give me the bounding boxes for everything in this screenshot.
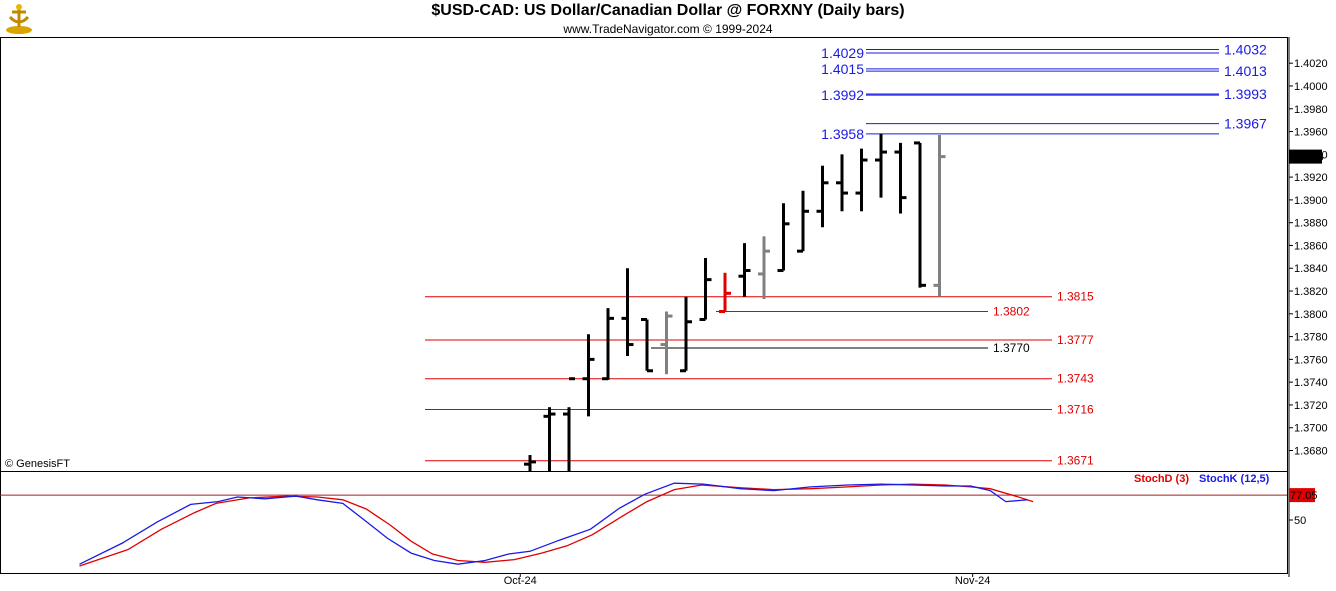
- ohlc-bar: [543, 407, 556, 471]
- tradenavigator-logo: [4, 3, 34, 35]
- ohlc-bar: [680, 296, 692, 373]
- ohlc-bar: [563, 377, 575, 471]
- price-tick-label: 1.4020: [1294, 58, 1328, 70]
- chart-frame: [0, 37, 1290, 577]
- time-tick-label: Oct-24: [504, 575, 537, 587]
- stochk-legend: StochK (12,5): [1199, 473, 1270, 485]
- price-tick-label: 1.3760: [1294, 354, 1328, 366]
- stoch-value-label: 77.05: [1290, 490, 1318, 502]
- last-price-box: [1289, 149, 1322, 164]
- price-axis: 1.40201.40001.39801.39601.39401.39201.39…: [1289, 58, 1328, 457]
- time-tick-label: Nov-24: [955, 575, 990, 587]
- ohlc-bar: [758, 236, 770, 299]
- level-left-label: 1.3992: [821, 87, 864, 103]
- stochd-line: [79, 483, 1034, 567]
- ohlc-bar: [836, 154, 848, 212]
- price-tick-label: 1.3780: [1294, 332, 1328, 344]
- price-tick-label: 1.3880: [1294, 218, 1328, 230]
- price-tick-label: 1.3680: [1294, 445, 1328, 457]
- level-label: 1.3802: [993, 305, 1030, 319]
- ohlc-bar: [914, 141, 926, 288]
- price-tick-label: 1.3720: [1294, 400, 1328, 412]
- ohlc-bar: [602, 308, 614, 381]
- level-label: 1.4032: [1224, 42, 1267, 58]
- chart-subtitle: www.TradeNavigator.com © 1999-2024: [563, 22, 773, 36]
- ohlc-bar: [894, 142, 907, 214]
- level-label: 1.3671: [1057, 454, 1094, 468]
- ohlc-bar: [524, 455, 536, 471]
- price-tick-label: 1.3980: [1294, 104, 1328, 116]
- ohlc-bar: [582, 334, 595, 417]
- price-tick-label: 1.4000: [1294, 81, 1328, 93]
- ohlc-bar: [855, 148, 868, 212]
- ohlc-bar: [816, 165, 829, 228]
- price-tick-label: 1.3840: [1294, 263, 1328, 275]
- plot-border: [0, 37, 1288, 574]
- level-left-label: 1.3958: [821, 126, 864, 142]
- level-label: 1.3743: [1057, 372, 1094, 386]
- ohlc-bar: [777, 203, 790, 273]
- price-tick-label: 1.3820: [1294, 286, 1328, 298]
- copyright-label: © GenesisFT: [5, 458, 70, 470]
- ohlc-bar: [933, 134, 946, 297]
- ohlc-bar: [641, 317, 653, 373]
- price-tick-label: 1.3740: [1294, 377, 1328, 389]
- level-label: 1.3716: [1057, 402, 1094, 416]
- level-label: 1.3777: [1057, 333, 1094, 347]
- last-price-label: 1.3938: [1290, 152, 1324, 164]
- price-tick-label: 1.3700: [1294, 423, 1328, 435]
- ohlc-bar: [699, 257, 712, 321]
- ohlc-bar: [660, 311, 673, 375]
- horizontal-lines: 1.4029 1.4032 1.4015 1.4013 1.3992 1.3993 1.39…: [425, 42, 1267, 468]
- price-tick-label: 1.3900: [1294, 195, 1328, 207]
- level-left-label: 1.4029: [821, 45, 864, 61]
- stoch-value-box: [1289, 488, 1315, 503]
- ohlc-bar: [875, 133, 887, 198]
- stochastic-panel: StochD (3) StochK (12,5) 77.05 50: [0, 473, 1318, 567]
- ohlc-bar: [738, 243, 751, 297]
- ohlc-bars: [524, 133, 946, 471]
- level-label: 1.3770: [993, 341, 1030, 355]
- price-tick-label: 1.3800: [1294, 309, 1328, 321]
- level-label: 1.4013: [1224, 63, 1267, 79]
- price-tick-label: 1.3860: [1294, 240, 1328, 252]
- stochd-legend: StochD (3): [1134, 473, 1189, 485]
- ohlc-bar: [621, 268, 634, 356]
- time-axis: Oct-24 Nov-24: [504, 573, 990, 587]
- level-label: 1.3815: [1057, 290, 1094, 304]
- level-label: 1.3967: [1224, 116, 1267, 132]
- level-left-label: 1.4015: [821, 61, 864, 77]
- ohlc-bar: [719, 272, 731, 314]
- stoch-tick-label: 50: [1294, 515, 1306, 527]
- price-tick-label: 1.3960: [1294, 127, 1328, 139]
- chart-title: $USD-CAD: US Dollar/Canadian Dollar @ FO…: [431, 2, 905, 19]
- stochk-line: [79, 482, 1028, 565]
- price-tick-label: 1.3920: [1294, 172, 1328, 184]
- ohlc-bar: [797, 190, 809, 253]
- level-label: 1.3993: [1224, 86, 1267, 102]
